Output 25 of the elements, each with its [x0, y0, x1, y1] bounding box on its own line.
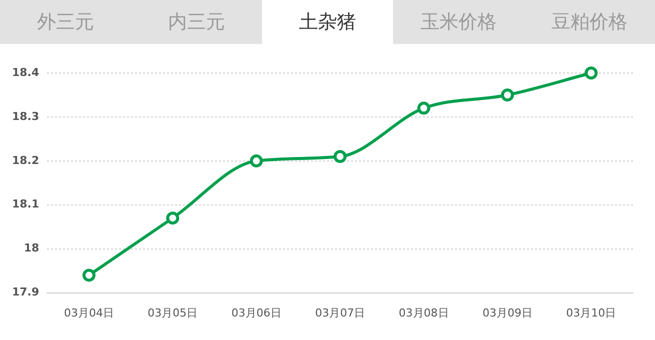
chart-title: 土杂猪 — [262, 0, 393, 44]
y-tick-label: 18.1 — [12, 198, 40, 211]
y-tick-label: 17.9 — [12, 286, 40, 299]
x-tick-label: 03月10日 — [566, 306, 616, 320]
x-tick-label: 03月07日 — [315, 306, 366, 320]
text: 外三元 — [36, 10, 95, 35]
y-tick-label: 18 — [24, 242, 40, 255]
x-tick-label: 03月05日 — [148, 306, 198, 320]
y-tick-label: 18.2 — [12, 154, 40, 167]
y-tick-label: 18.3 — [12, 110, 40, 123]
text: 玉米价格 — [420, 10, 498, 35]
x-tick-label: 03月09日 — [482, 306, 532, 320]
x-tick-label: 03月04日 — [64, 306, 114, 320]
point — [417, 102, 430, 115]
x-tick-label: 03月06日 — [231, 306, 282, 320]
point — [500, 88, 514, 102]
point — [82, 268, 96, 282]
y-tick-label: 18.4 — [12, 66, 40, 79]
point — [334, 150, 347, 164]
point — [584, 66, 598, 80]
text: 内三元 — [167, 10, 226, 35]
point — [250, 154, 263, 168]
text: 豆粕价格 — [550, 10, 628, 35]
point — [166, 212, 180, 225]
x-tick-label: 03月08日 — [398, 306, 449, 320]
